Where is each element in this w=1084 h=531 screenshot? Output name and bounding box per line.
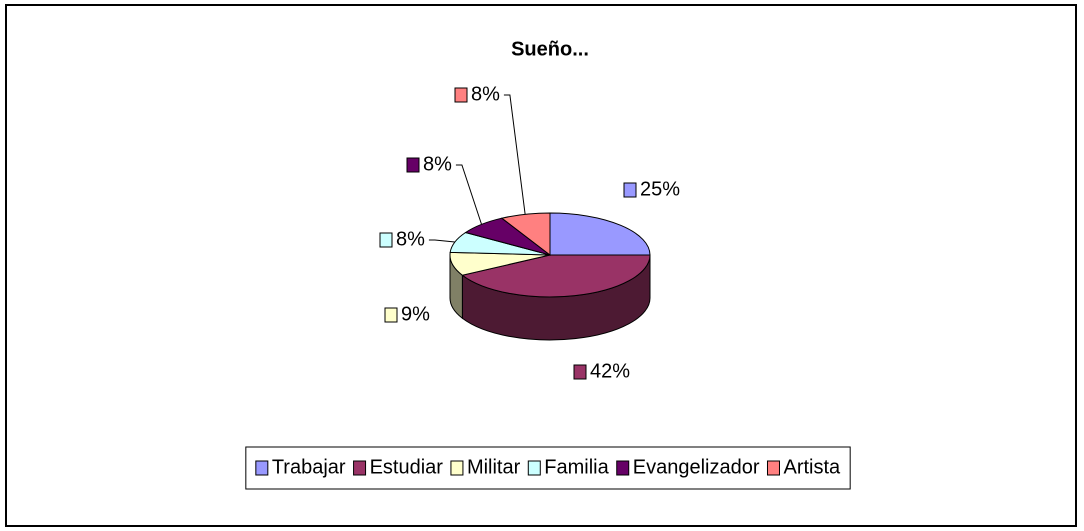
- legend-key: [616, 460, 630, 476]
- legend-label: Familia: [544, 456, 609, 478]
- legend-label: Evangelizador: [633, 456, 760, 478]
- legend-key: [353, 460, 367, 476]
- legend-label: Artista: [783, 456, 841, 478]
- data-label: 8%: [396, 228, 425, 250]
- data-label-key: [454, 87, 468, 103]
- data-label-key: [406, 157, 420, 173]
- chart-title: Sueño...: [511, 38, 589, 60]
- data-label-key: [384, 307, 398, 323]
- leader-line: [503, 94, 526, 215]
- legend-label: Trabajar: [272, 456, 346, 478]
- leader-line: [428, 239, 455, 243]
- legend-key: [766, 460, 780, 476]
- data-label-key: [573, 364, 587, 380]
- data-label: 25%: [640, 178, 680, 200]
- leader-line: [455, 164, 483, 225]
- pie-slice: [500, 212, 551, 257]
- legend-key: [527, 460, 541, 476]
- data-label: 9%: [401, 303, 430, 325]
- data-label-key: [379, 232, 393, 248]
- legend-key: [450, 460, 464, 476]
- legend-label: Militar: [467, 456, 521, 478]
- data-label-key: [623, 182, 637, 198]
- legend-key: [255, 460, 269, 476]
- legend-label: Estudiar: [370, 456, 444, 478]
- data-label: 8%: [423, 153, 452, 175]
- data-label: 8%: [471, 83, 500, 105]
- pie-slice: [549, 212, 651, 256]
- pie-slice: [461, 254, 651, 298]
- legend: Trabajar Estudiar Militar Familia Evangeliza…: [255, 456, 841, 478]
- legend-box: [245, 446, 851, 490]
- data-label: 42%: [590, 360, 630, 382]
